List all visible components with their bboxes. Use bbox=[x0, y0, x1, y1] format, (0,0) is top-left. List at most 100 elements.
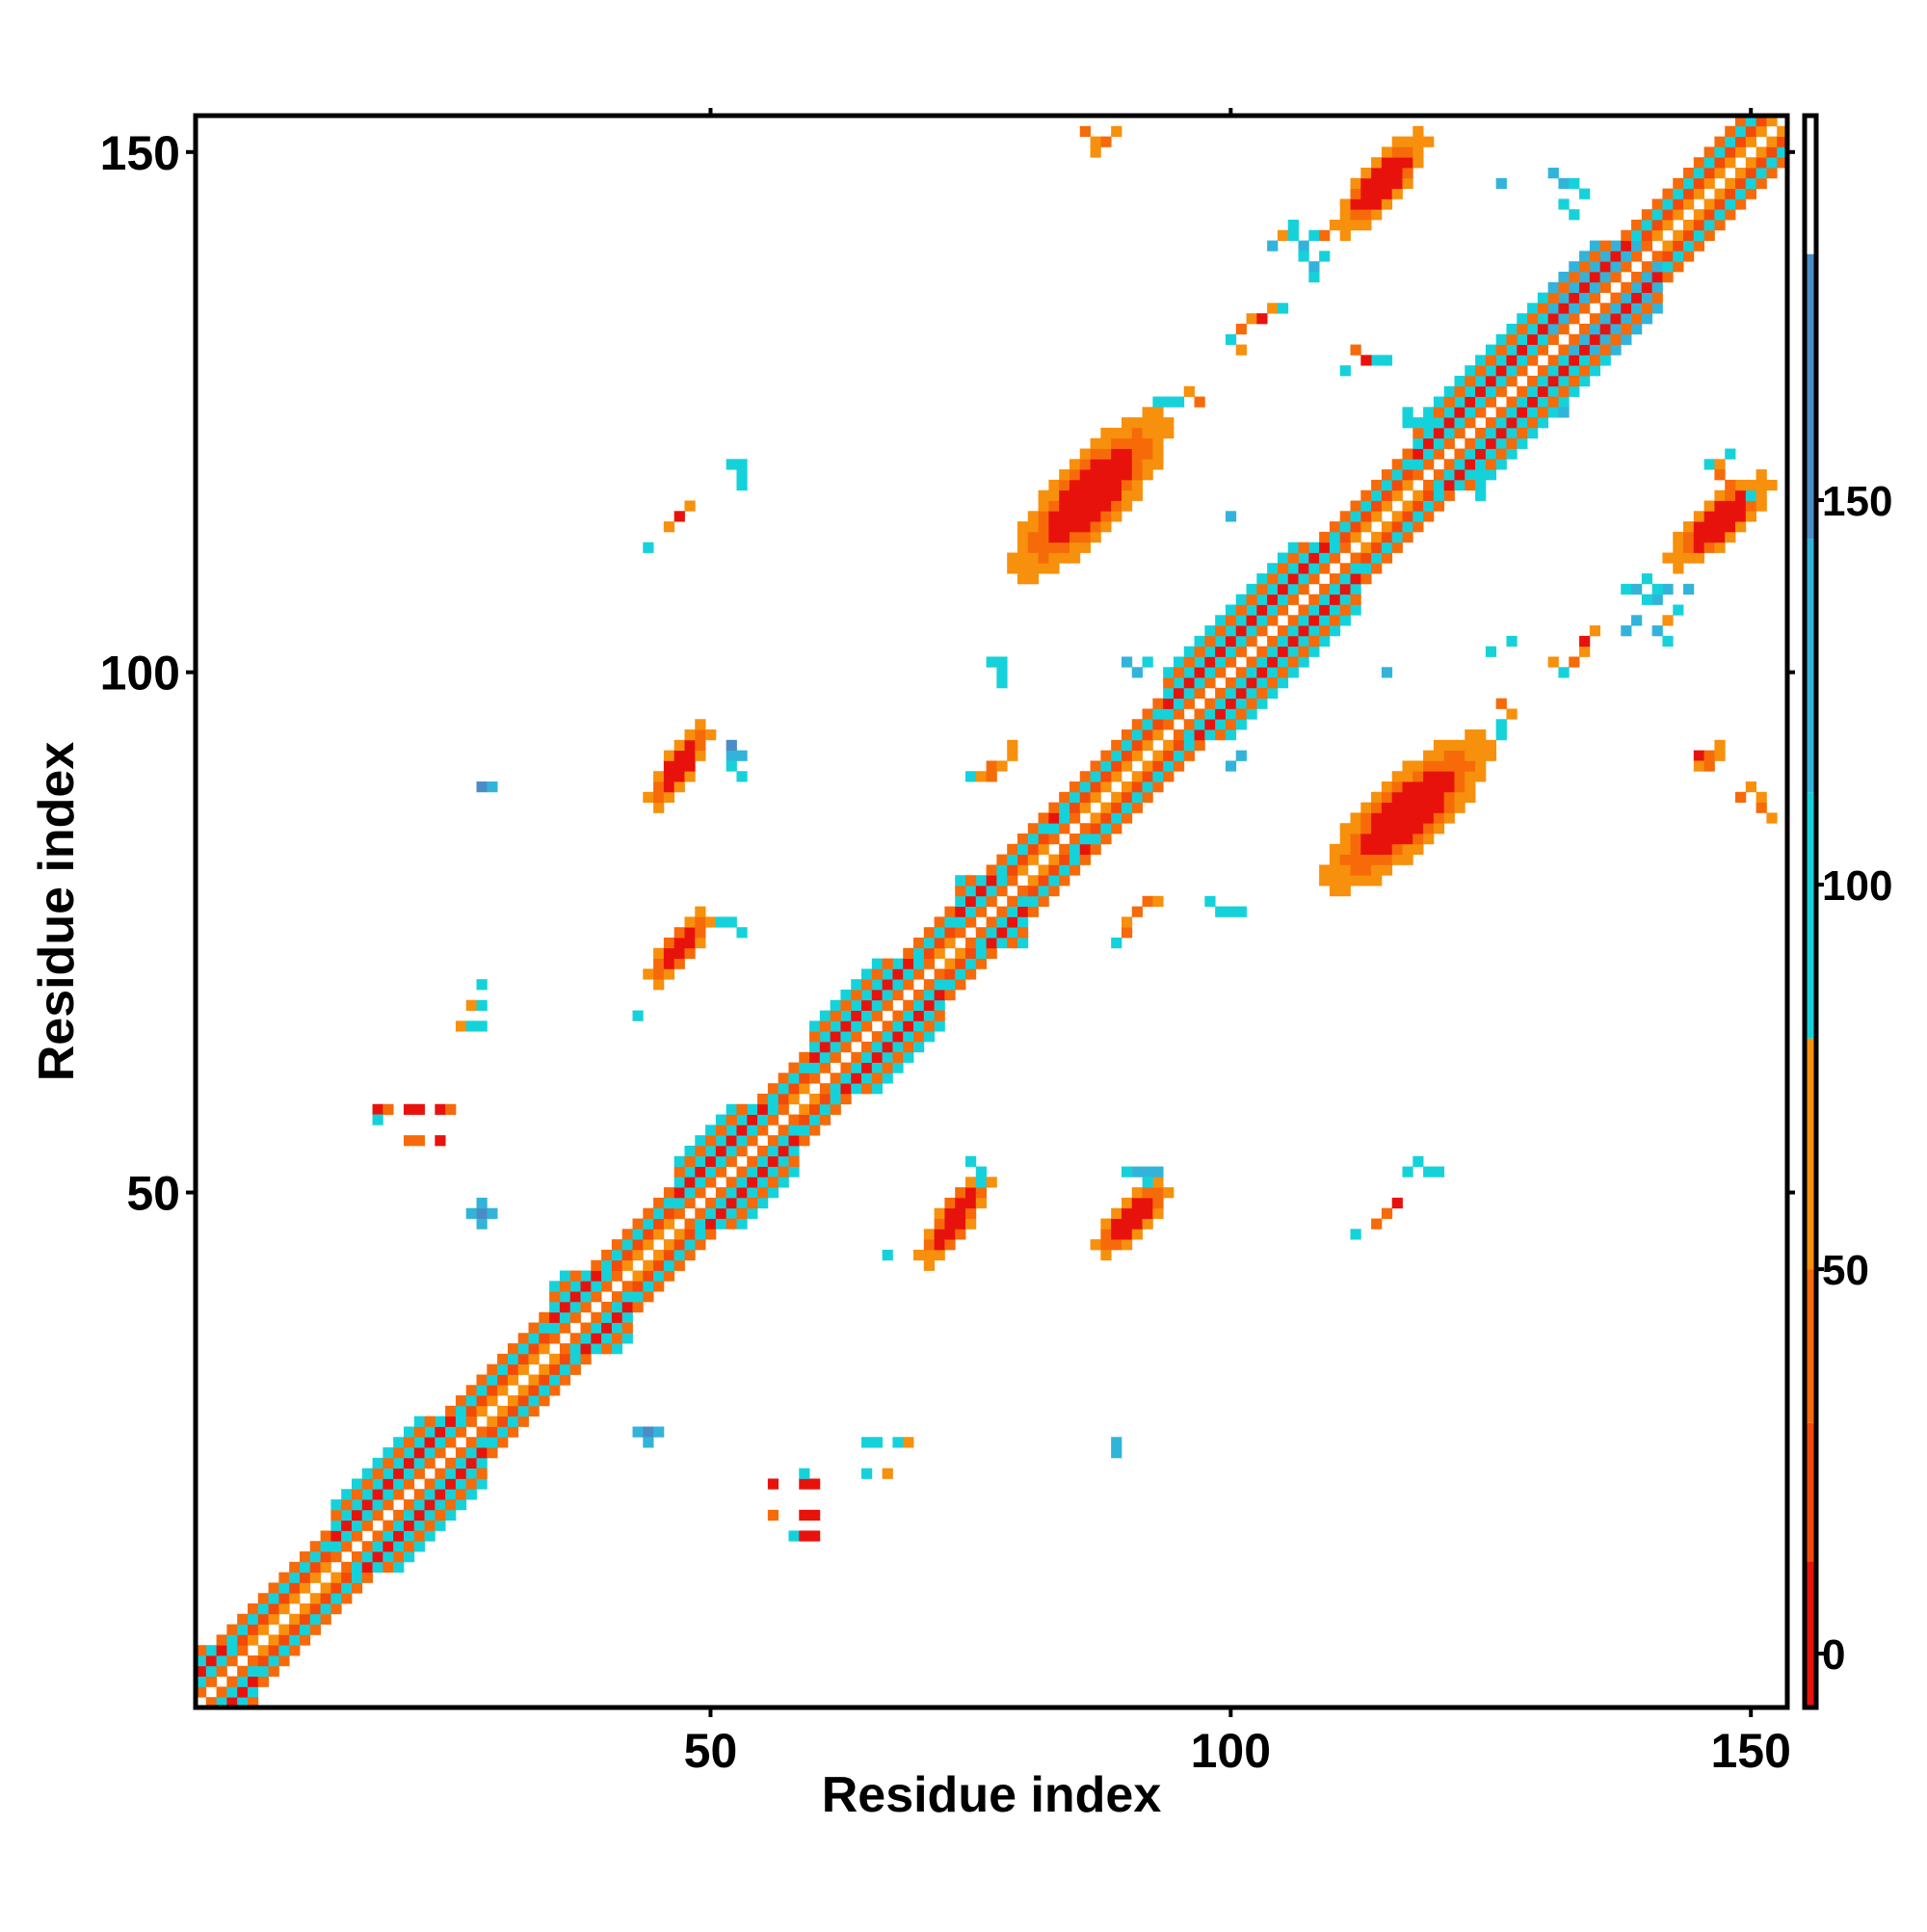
heatmap-cell bbox=[372, 1114, 383, 1125]
heatmap-cell bbox=[621, 1311, 633, 1323]
heatmap-cell bbox=[1443, 750, 1455, 761]
heatmap-cell bbox=[809, 1114, 821, 1125]
heatmap-cell bbox=[257, 1676, 269, 1687]
heatmap-cell bbox=[517, 1363, 529, 1375]
heatmap-cell bbox=[1777, 136, 1788, 147]
heatmap-cell bbox=[1735, 791, 1747, 804]
plot-frame bbox=[193, 113, 1790, 1710]
heatmap-cell bbox=[1111, 812, 1122, 824]
heatmap-cell bbox=[1038, 531, 1049, 543]
heatmap-cell bbox=[1215, 635, 1227, 648]
heatmap-cell bbox=[1703, 146, 1715, 158]
heatmap-cell bbox=[1183, 646, 1195, 657]
heatmap-cell bbox=[1381, 157, 1393, 169]
colorbar-band bbox=[1805, 1038, 1816, 1270]
heatmap-cell bbox=[1527, 385, 1539, 397]
heatmap-cell bbox=[1142, 1166, 1153, 1178]
heatmap-cell bbox=[1589, 365, 1601, 377]
heatmap-cell bbox=[643, 542, 654, 553]
heatmap-cell bbox=[705, 1218, 717, 1230]
heatmap-cell bbox=[559, 1353, 571, 1365]
heatmap-cell bbox=[1485, 739, 1497, 752]
heatmap-cell bbox=[1111, 479, 1122, 491]
heatmap-cell bbox=[403, 1499, 415, 1511]
heatmap-cell bbox=[1610, 271, 1622, 283]
heatmap-cell bbox=[1225, 687, 1237, 700]
heatmap-cell bbox=[580, 1281, 592, 1292]
heatmap-cell bbox=[882, 999, 893, 1011]
heatmap-cell bbox=[1475, 771, 1487, 782]
heatmap-cell bbox=[1100, 136, 1112, 147]
heatmap-cell bbox=[1506, 323, 1518, 335]
heatmap-cell bbox=[663, 958, 675, 969]
heatmap-cell bbox=[1163, 687, 1175, 700]
heatmap-cell bbox=[871, 1031, 884, 1043]
heatmap-cell bbox=[840, 1010, 852, 1021]
heatmap-cell bbox=[715, 1145, 727, 1157]
heatmap-cell bbox=[372, 1509, 383, 1522]
heatmap-cell bbox=[611, 1259, 623, 1271]
heatmap-cell bbox=[871, 958, 884, 969]
heatmap-cell bbox=[684, 927, 696, 939]
colorbar-band bbox=[1805, 538, 1816, 793]
heatmap-cell bbox=[1391, 542, 1403, 553]
heatmap-cell bbox=[871, 1051, 884, 1063]
heatmap-cell bbox=[965, 1207, 977, 1219]
heatmap-cell bbox=[643, 968, 654, 980]
heatmap-cell bbox=[1111, 427, 1122, 439]
heatmap-cell bbox=[1027, 531, 1039, 543]
heatmap-cell bbox=[330, 1603, 342, 1615]
heatmap-cell bbox=[1142, 781, 1153, 793]
heatmap-cell bbox=[268, 1593, 279, 1604]
heatmap-cell bbox=[268, 1603, 279, 1615]
heatmap-cell bbox=[1381, 146, 1393, 158]
heatmap-cell bbox=[663, 750, 675, 761]
heatmap-cell bbox=[1527, 333, 1539, 345]
heatmap-cell bbox=[1641, 240, 1653, 251]
heatmap-cell bbox=[1090, 136, 1101, 147]
heatmap-cell bbox=[1048, 875, 1060, 887]
heatmap-cell bbox=[1142, 417, 1153, 429]
heatmap-cell bbox=[435, 1103, 446, 1115]
heatmap-cell bbox=[1007, 739, 1018, 752]
heatmap-cell bbox=[1673, 188, 1684, 199]
heatmap-cell bbox=[1308, 604, 1320, 616]
heatmap-cell bbox=[299, 1624, 311, 1635]
heatmap-cell bbox=[1308, 646, 1320, 657]
heatmap-cell bbox=[1641, 261, 1653, 273]
heatmap-cell bbox=[413, 1437, 425, 1448]
heatmap-cell bbox=[643, 1270, 654, 1282]
heatmap-cell bbox=[1121, 479, 1133, 491]
heatmap-cell bbox=[1423, 750, 1435, 761]
heatmap-cell bbox=[1111, 750, 1122, 761]
heatmap-cell bbox=[934, 999, 945, 1011]
heatmap-cell bbox=[1152, 750, 1164, 761]
heatmap-cell bbox=[1016, 843, 1029, 856]
heatmap-cell bbox=[1131, 1187, 1143, 1199]
heatmap-cell bbox=[653, 781, 665, 793]
heatmap-cell bbox=[226, 1624, 238, 1635]
heatmap-cell bbox=[1027, 843, 1039, 856]
heatmap-cell bbox=[372, 1551, 383, 1563]
heatmap-cell bbox=[1173, 687, 1185, 700]
heatmap-cell bbox=[1454, 448, 1465, 460]
heatmap-cell bbox=[1100, 823, 1112, 834]
heatmap-cell bbox=[320, 1561, 331, 1574]
heatmap-cell bbox=[892, 1020, 904, 1032]
heatmap-cell bbox=[1100, 469, 1112, 481]
heatmap-cell bbox=[653, 979, 665, 991]
heatmap-cell bbox=[611, 1322, 623, 1334]
heatmap-cell bbox=[528, 1353, 540, 1365]
heatmap-cell bbox=[1537, 313, 1549, 325]
heatmap-cell bbox=[383, 1561, 394, 1574]
heatmap-cell bbox=[1277, 594, 1289, 605]
heatmap-cell bbox=[1423, 427, 1435, 439]
heatmap-cell bbox=[1651, 229, 1663, 241]
heatmap-cell bbox=[1725, 188, 1736, 199]
heatmap-cell bbox=[591, 1270, 602, 1282]
heatmap-cell bbox=[341, 1499, 353, 1511]
heatmap-cell bbox=[1016, 886, 1029, 897]
heatmap-cell bbox=[1173, 677, 1185, 689]
heatmap-cell bbox=[1048, 886, 1060, 897]
